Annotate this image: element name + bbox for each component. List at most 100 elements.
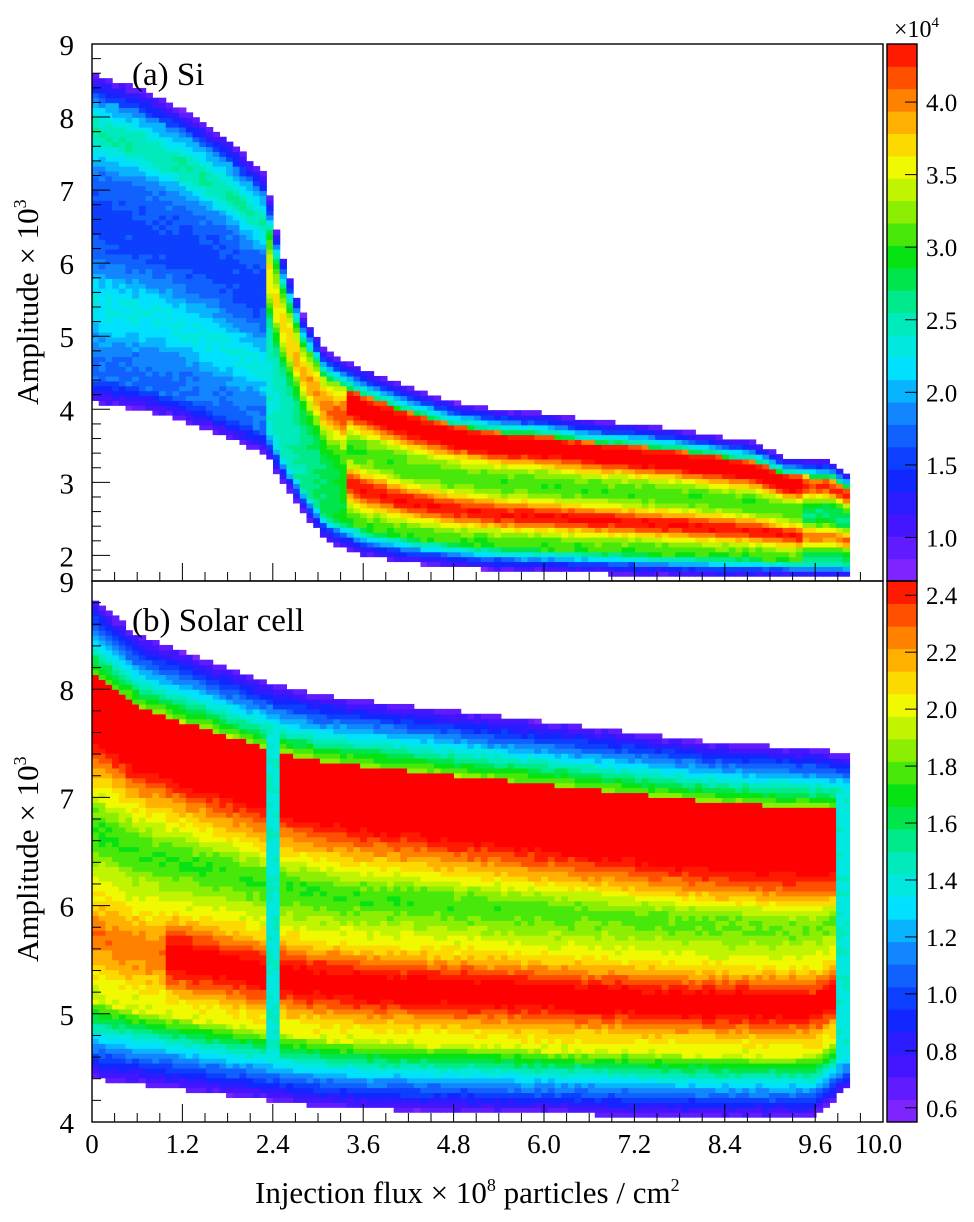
heatmap-cell — [641, 502, 649, 509]
heatmap-cell — [567, 498, 576, 504]
heatmap-cell — [360, 385, 368, 392]
heatmap-cell — [159, 146, 167, 152]
heatmap-cell — [252, 390, 261, 397]
heatmap-cell — [165, 375, 174, 382]
heatmap-cell — [179, 161, 187, 167]
heatmap-cell — [212, 419, 220, 426]
heatmap-cell — [226, 249, 234, 255]
heatmap-cell — [742, 463, 750, 470]
heatmap-cell — [601, 507, 609, 514]
heatmap-cell — [152, 307, 160, 314]
heatmap-cell — [239, 410, 247, 416]
heatmap-cell — [748, 546, 757, 553]
heatmap-cell — [239, 195, 247, 201]
heatmap-cell — [145, 136, 153, 143]
heatmap-cell — [92, 915, 100, 921]
heatmap-cell — [125, 244, 133, 250]
heatmap-cell — [172, 341, 180, 348]
heatmap-cell — [306, 356, 314, 362]
heatmap-cell — [313, 434, 321, 441]
heatmap-cell — [172, 166, 180, 172]
heatmap-cell — [842, 507, 851, 514]
heatmap-cell — [346, 527, 355, 533]
heatmap-cell — [742, 566, 750, 572]
heatmap-cell — [112, 876, 120, 882]
heatmap-cell — [407, 463, 415, 470]
heatmap-cell — [138, 117, 147, 123]
heatmap-cell — [165, 258, 174, 265]
heatmap-cell — [815, 458, 824, 465]
heatmap-cell — [138, 317, 147, 323]
heatmap-cell — [574, 444, 582, 450]
heatmap-cell — [386, 502, 395, 509]
heatmap-cell — [722, 449, 730, 455]
heatmap-cell — [541, 561, 549, 567]
heatmap-cell — [232, 156, 241, 162]
heatmap-cell — [239, 166, 247, 172]
heatmap-cell — [192, 263, 200, 270]
heatmap-cell — [92, 278, 100, 284]
heatmap-cell — [179, 341, 187, 348]
heatmap-cell — [547, 502, 556, 509]
heatmap-cell — [145, 302, 153, 309]
heatmap-cell — [554, 546, 562, 553]
heatmap-cell — [641, 498, 649, 504]
heatmap-cell — [695, 571, 703, 577]
heatmap-cell — [494, 468, 502, 475]
heatmap-cell — [735, 444, 743, 450]
heatmap-cell — [521, 419, 529, 426]
heatmap-cell — [132, 209, 140, 216]
heatmap-cell — [608, 527, 616, 533]
heatmap-cell — [118, 180, 127, 187]
heatmap-cell — [340, 463, 348, 470]
heatmap-cell — [138, 356, 147, 362]
heatmap-cell — [614, 424, 623, 431]
heatmap-cell — [192, 327, 200, 333]
heatmap-cell — [105, 689, 113, 695]
heatmap-cell — [594, 468, 603, 475]
heatmap-cell — [393, 498, 401, 504]
heatmap-cell — [319, 493, 328, 499]
heatmap-cell — [769, 541, 777, 548]
heatmap-cell — [547, 493, 556, 499]
heatmap-cell — [199, 375, 207, 382]
heatmap-cell — [98, 708, 106, 715]
heatmap-cell — [112, 1018, 120, 1025]
heatmap-cell — [98, 979, 106, 985]
heatmap-cell — [728, 483, 737, 489]
heatmap-cell — [360, 410, 368, 416]
heatmap-cell — [145, 312, 153, 318]
heatmap-cell — [259, 385, 267, 392]
heatmap-cell — [165, 253, 174, 260]
heatmap-cell — [567, 454, 576, 460]
heatmap-cell — [748, 507, 757, 514]
heatmap-cell — [105, 351, 113, 358]
heatmap-cell — [836, 537, 844, 543]
heatmap-cell — [668, 556, 676, 563]
heatmap-cell — [259, 185, 267, 192]
heatmap-cell — [112, 214, 120, 221]
heatmap-cell — [112, 253, 120, 260]
heatmap-cell — [286, 332, 294, 338]
heatmap-cell — [762, 537, 770, 543]
heatmap-cell — [561, 502, 569, 509]
heatmap-cell — [112, 959, 120, 966]
heatmap-cell — [92, 229, 100, 235]
heatmap-cell — [581, 468, 589, 475]
heatmap-cell — [634, 571, 643, 577]
heatmap-cell — [165, 292, 174, 299]
heatmap-cell — [447, 527, 455, 533]
heatmap-cell — [829, 517, 837, 524]
heatmap-cell — [427, 400, 435, 406]
heatmap-cell — [105, 166, 113, 172]
heatmap-cell — [688, 556, 696, 563]
heatmap-cell — [708, 458, 717, 465]
heatmap-cell — [695, 463, 703, 470]
heatmap-cell — [440, 424, 448, 431]
heatmap-cell — [789, 517, 797, 524]
heatmap-cell — [92, 151, 100, 157]
heatmap-cell — [159, 214, 167, 221]
heatmap-cell — [815, 537, 824, 543]
heatmap-cell — [219, 341, 227, 348]
heatmap-cell — [185, 366, 194, 372]
